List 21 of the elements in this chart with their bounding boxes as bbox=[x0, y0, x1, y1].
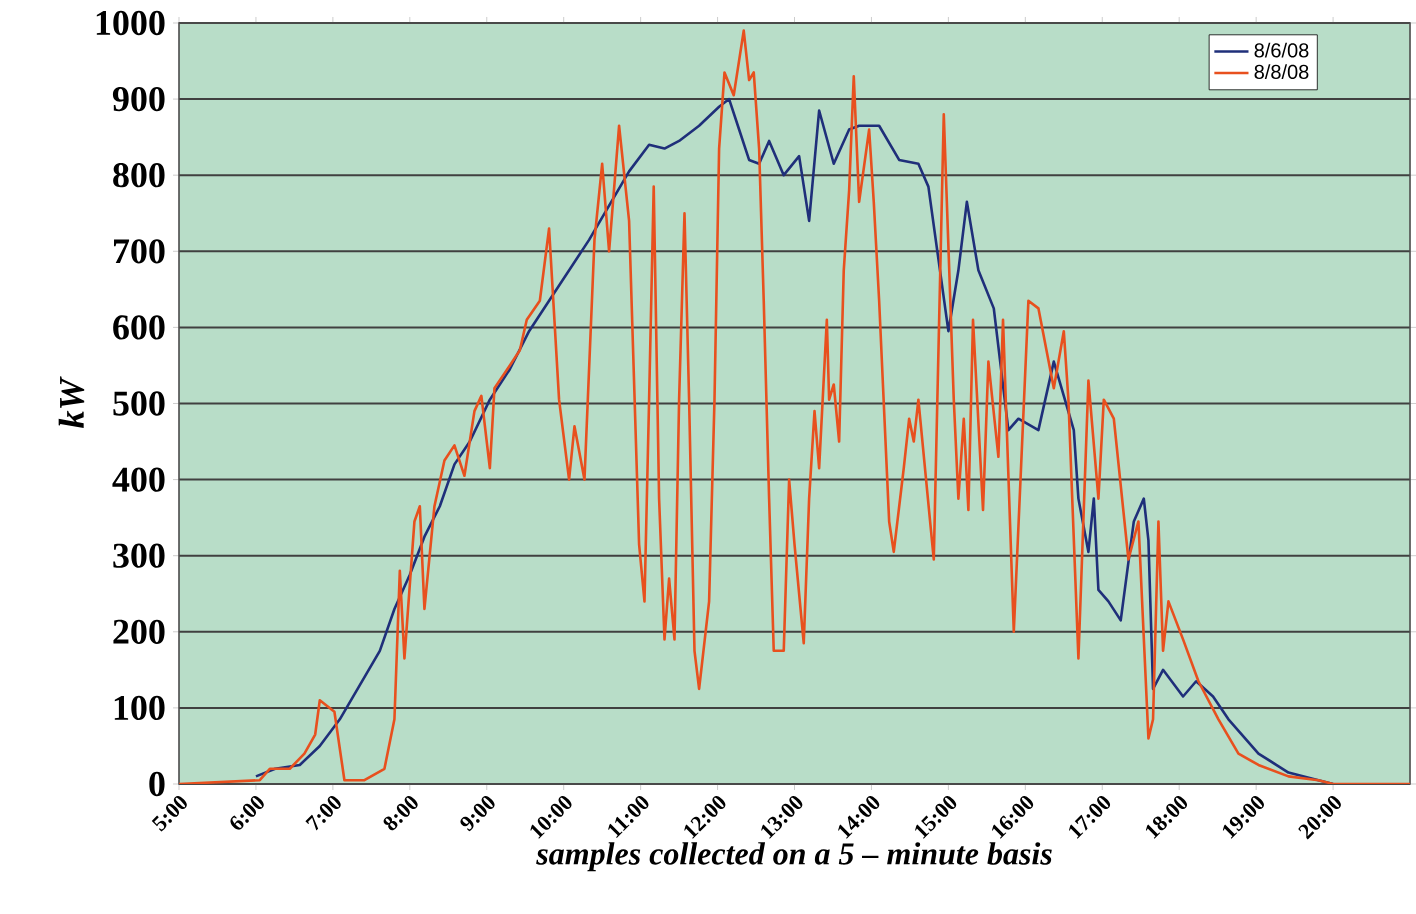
x-tick-label: 9:00 bbox=[460, 796, 495, 832]
y-axis-title: kW bbox=[58, 376, 85, 428]
x-tick-label: 7:00 bbox=[305, 796, 341, 831]
y-tick-label: 1000 bbox=[96, 10, 165, 36]
y-tick-label: 600 bbox=[113, 315, 165, 340]
y-tick-label: 400 bbox=[112, 467, 165, 492]
y-tick-label: 800 bbox=[113, 163, 165, 188]
y-tick-label: 200 bbox=[113, 619, 165, 644]
y-tick-label: 0 bbox=[149, 771, 165, 797]
y-tick-label: 900 bbox=[112, 86, 165, 112]
x-tick-label: 6:00 bbox=[230, 796, 264, 830]
y-tick-label: 700 bbox=[114, 239, 165, 264]
y-tick-label: 500 bbox=[113, 391, 165, 416]
legend-label: 8/8/08 bbox=[1254, 64, 1309, 79]
x-tick-label: 5:00 bbox=[151, 796, 187, 832]
x-axis-title: samples collected on a 5 – minute basis bbox=[536, 842, 1052, 872]
y-tick-label: 100 bbox=[114, 695, 165, 721]
x-tick-label: 8:00 bbox=[383, 796, 418, 831]
line-series bbox=[179, 29, 1411, 784]
legend-label: 8/6/08 bbox=[1254, 42, 1309, 58]
y-tick-label: 300 bbox=[113, 543, 165, 568]
